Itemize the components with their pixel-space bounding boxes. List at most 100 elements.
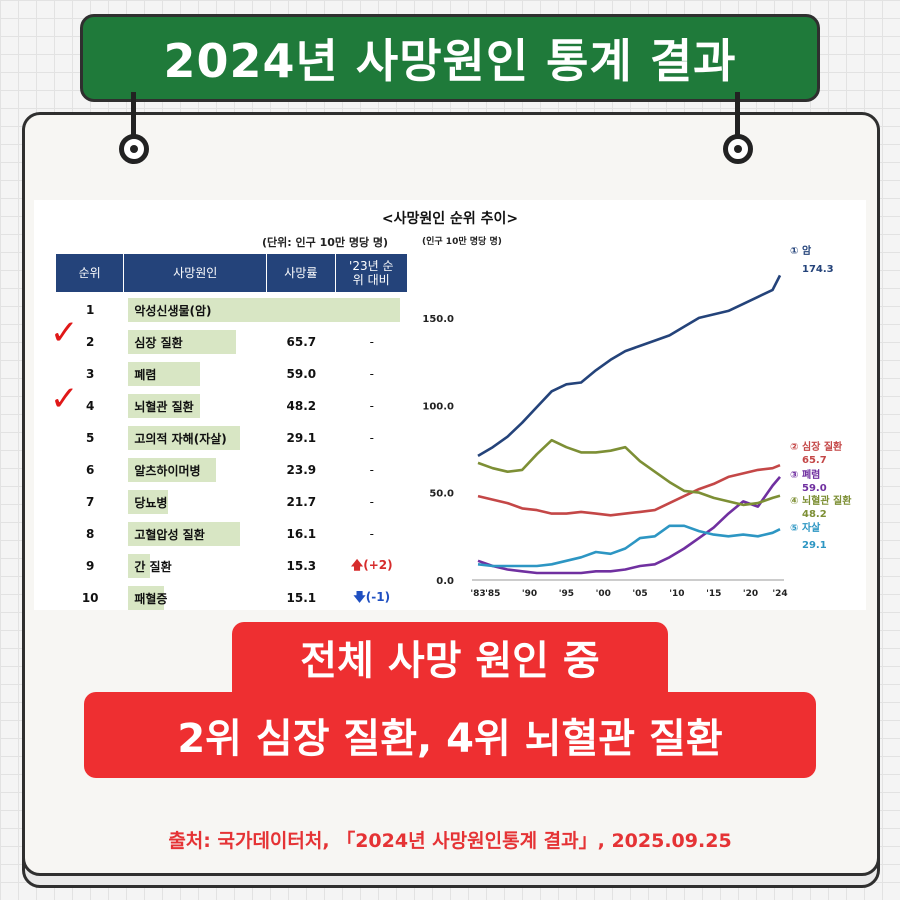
series-value-label: 48.2: [802, 509, 827, 520]
row-change-value: (-1): [365, 589, 391, 604]
ranking-table: 순위 사망원인 사망률 '23년 순위 대비 1악성신생물(암)174.3-2심…: [56, 250, 408, 616]
title-banner: 2024년 사망원인 통계 결과: [80, 14, 820, 102]
row-rate: 21.7: [286, 495, 317, 509]
row-change-value: (+2): [363, 557, 393, 572]
series-value-label: 174.3: [802, 264, 834, 275]
row-cause: 폐렴: [124, 360, 267, 388]
col-cause: 사망원인: [124, 254, 268, 292]
table-row: 8 고혈압성 질환 16.1 -: [56, 520, 408, 548]
row-cause-label: 간 질환: [134, 559, 172, 574]
rate-bar: [128, 426, 241, 450]
row-cause-label: 알츠하이머병: [134, 463, 201, 478]
series-name-label: ④ 뇌혈관 질환: [790, 494, 852, 507]
y-tick-label: 100.0: [422, 401, 454, 412]
arrow-down-icon: 🡇: [353, 589, 366, 604]
binder-ring-left-icon: [119, 134, 149, 164]
series-value-label: 29.1: [802, 540, 827, 551]
row-cause-label: 고혈압성 질환: [134, 527, 205, 542]
series-line: [477, 524, 781, 568]
x-tick-label: '20: [743, 589, 758, 599]
row-change-value: -: [369, 463, 374, 477]
highlight-line-2: 2위 심장 질환, 4위 뇌혈관 질환: [84, 692, 816, 778]
row-rank: 3: [85, 367, 95, 381]
y-axis-label: (인구 10만 명당 명): [422, 235, 502, 247]
row-change: -: [336, 488, 408, 516]
x-tick-label: '24: [772, 589, 787, 599]
row-change: 🡇(-1): [336, 584, 408, 612]
x-tick-label: '15: [706, 589, 721, 599]
highlight-line-1: 전체 사망 원인 중: [232, 622, 668, 692]
x-tick-label: '05: [632, 589, 647, 599]
x-tick-label: '83: [470, 589, 485, 599]
rate-bar: [128, 362, 201, 386]
table-row: 9 간 질환 15.3 🡅(+2): [56, 552, 408, 580]
row-change-value: -: [369, 399, 374, 413]
row-rate: 15.3: [286, 559, 317, 573]
row-cause-label: 심장 질환: [134, 335, 183, 350]
table-header-row: 순위 사망원인 사망률 '23년 순위 대비: [56, 254, 408, 292]
row-change: -: [336, 456, 408, 484]
y-tick-label: 150.0: [422, 314, 454, 325]
row-rate: 48.2: [286, 399, 317, 413]
highlight-text-1: 전체 사망 원인 중: [300, 638, 600, 684]
rate-bar: [128, 586, 165, 610]
highlight-text-2: 2위 심장 질환, 4위 뇌혈관 질환: [177, 716, 723, 762]
x-tick-label: '90: [522, 589, 537, 599]
row-cause-label: 폐렴: [134, 367, 157, 382]
row-cause-label: 고의적 자해(자살): [134, 431, 227, 446]
series-value-label: 59.0: [802, 483, 827, 494]
row-cause-label: 패혈증: [134, 591, 168, 606]
row-rank: 5: [85, 431, 95, 445]
page-title: 2024년 사망원인 통계 결과: [163, 34, 737, 88]
row-change-value: -: [369, 527, 374, 541]
row-cause-label: 뇌혈관 질환: [134, 399, 194, 414]
table-row: 10 패혈증 15.1 🡇(-1): [56, 584, 408, 612]
rate-bar: [128, 298, 401, 322]
row-rate: 23.9: [286, 463, 317, 477]
row-cause: 당뇨병: [124, 488, 267, 516]
series-name-label: ⑤ 자살: [790, 521, 821, 534]
row-rank: 7: [85, 495, 95, 509]
row-rank: 9: [85, 559, 95, 573]
row-change: -: [336, 424, 408, 452]
arrow-up-icon: 🡅: [350, 557, 364, 572]
row-change: -: [336, 328, 408, 356]
rate-bar: [128, 394, 201, 418]
row-cause-label: 악성신생물(암): [134, 303, 212, 318]
row-rate: 59.0: [286, 367, 317, 381]
source-note: 출처: 국가데이터처, 「2024년 사망원인통계 결과」, 2025.09.2…: [168, 830, 732, 852]
row-change-value: -: [369, 367, 374, 381]
row-rank: 2: [85, 335, 95, 349]
panel-title: <사망원인 순위 추이>: [381, 211, 519, 227]
y-tick-label: 50.0: [429, 489, 454, 500]
row-cause: 심장 질환: [124, 328, 267, 356]
checkmark-icon: ✓: [50, 379, 79, 419]
rate-bar: [128, 554, 151, 578]
row-cause-label: 당뇨병: [134, 495, 168, 510]
row-rate: 65.7: [286, 335, 317, 349]
table-row: 2 심장 질환 65.7 -: [56, 328, 408, 356]
series-line: [477, 438, 781, 507]
col-change: '23년 순위 대비: [335, 254, 408, 292]
row-rank: 1: [85, 303, 95, 317]
row-cause: 뇌혈관 질환: [124, 392, 267, 420]
table-row: 5 고의적 자해(자살) 29.1 -: [56, 424, 408, 452]
row-rate: 15.1: [286, 591, 317, 605]
row-rate: 29.1: [286, 431, 317, 445]
row-change: -: [336, 520, 408, 548]
rate-bar: [128, 522, 241, 546]
series-line: [477, 463, 781, 517]
series-name-label: ① 암: [790, 245, 812, 257]
row-cause: 알츠하이머병: [124, 456, 267, 484]
col-rank: 순위: [56, 254, 125, 292]
series-line: [477, 274, 782, 458]
row-change-value: -: [369, 335, 374, 349]
series-name-label: ③ 폐렴: [790, 468, 820, 481]
row-cause: 고혈압성 질환: [124, 520, 267, 548]
x-tick-label: '85: [485, 589, 500, 599]
col-rate: 사망률: [267, 254, 336, 292]
binder-ring-right-icon: [723, 134, 753, 164]
x-tick-label: '10: [669, 589, 684, 599]
series-value-label: 65.7: [802, 455, 827, 466]
